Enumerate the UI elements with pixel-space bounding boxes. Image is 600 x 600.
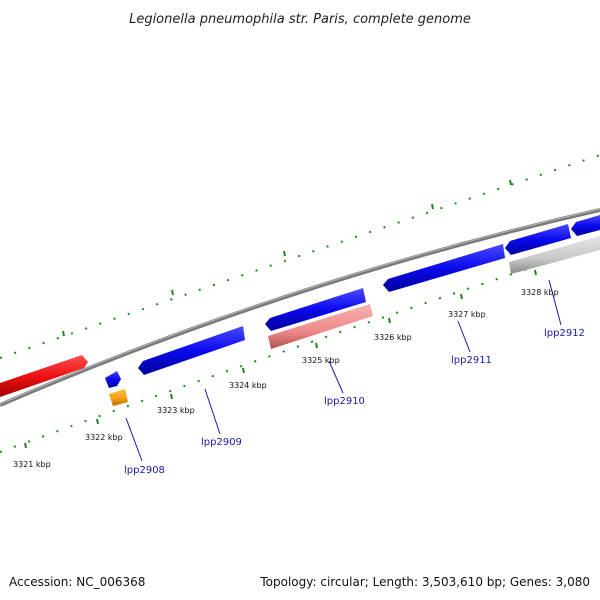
gene-label-lpp2912[interactable]: lpp2912 — [544, 328, 585, 339]
inner-major-tick — [242, 367, 245, 374]
gene-label-lpp2909[interactable]: lpp2909 — [201, 437, 242, 448]
scale-label-3321: 3321 kbp — [13, 460, 51, 469]
gene-blue-forward-5[interactable] — [571, 215, 600, 236]
outer-major-tick — [283, 250, 286, 257]
scale-label-3322: 3322 kbp — [85, 433, 123, 442]
outer-major-tick — [431, 203, 434, 210]
gene-label-lpp2910[interactable]: lpp2910 — [324, 396, 365, 407]
gene-pink-reverse[interactable] — [268, 304, 373, 349]
inner-major-tick — [534, 269, 537, 276]
leader-lpp2912 — [548, 279, 562, 326]
gene-label-lpp2911[interactable]: lpp2911 — [451, 355, 492, 366]
gene-blue-forward-4[interactable] — [505, 224, 571, 255]
inner-major-tick — [460, 293, 463, 300]
scale-label-3325: 3325 kbp — [302, 356, 340, 365]
inner-tick-track — [0, 244, 600, 453]
outer-tick-track — [0, 154, 600, 359]
inner-major-ticks — [24, 269, 537, 449]
scale-label-3327: 3327 kbp — [448, 310, 486, 319]
leader-lpp2910 — [328, 360, 344, 394]
gene-labels: lpp2908 lpp2909 lpp2910 lpp2911 lpp2912 — [124, 328, 585, 476]
scale-labels: 3321 kbp 3322 kbp 3323 kbp 3324 kbp 3325… — [13, 288, 559, 469]
leader-lpp2909 — [204, 388, 221, 435]
genome-backbone — [0, 208, 600, 407]
gene-red-forward[interactable] — [0, 355, 88, 397]
inner-major-tick — [96, 418, 99, 425]
scale-label-3328: 3328 kbp — [521, 288, 559, 297]
inner-major-tick — [315, 342, 318, 349]
gene-blue-small[interactable] — [105, 371, 121, 388]
outer-major-tick — [62, 330, 65, 337]
scale-label-3324: 3324 kbp — [229, 381, 267, 390]
gene-blue-forward-2[interactable] — [265, 288, 366, 331]
outer-major-ticks — [62, 179, 512, 337]
inner-major-tick — [388, 317, 391, 324]
gene-grey-reverse[interactable] — [509, 236, 600, 274]
inner-major-tick — [24, 442, 27, 449]
genome-backbone-highlight — [0, 208, 600, 405]
gene-leader-lines — [125, 279, 562, 462]
gene-blue-forward-3[interactable] — [383, 244, 505, 292]
inner-major-tick — [170, 393, 173, 400]
genome-summary-text: Topology: circular; Length: 3,503,610 bp… — [259, 575, 590, 589]
outer-major-tick — [171, 289, 174, 296]
scale-label-3326: 3326 kbp — [374, 333, 412, 342]
leader-lpp2911 — [457, 320, 471, 353]
map-title: Legionella pneumophila str. Paris, compl… — [129, 12, 471, 27]
accession-text: Accession: NC_006368 — [9, 575, 145, 589]
gene-label-lpp2908[interactable]: lpp2908 — [124, 465, 165, 476]
outer-major-tick — [509, 179, 512, 186]
scale-label-3323: 3323 kbp — [157, 406, 195, 415]
gene-blue-forward-1[interactable] — [138, 326, 245, 375]
leader-lpp2908 — [125, 417, 143, 462]
gene-orange-small[interactable] — [109, 389, 128, 406]
